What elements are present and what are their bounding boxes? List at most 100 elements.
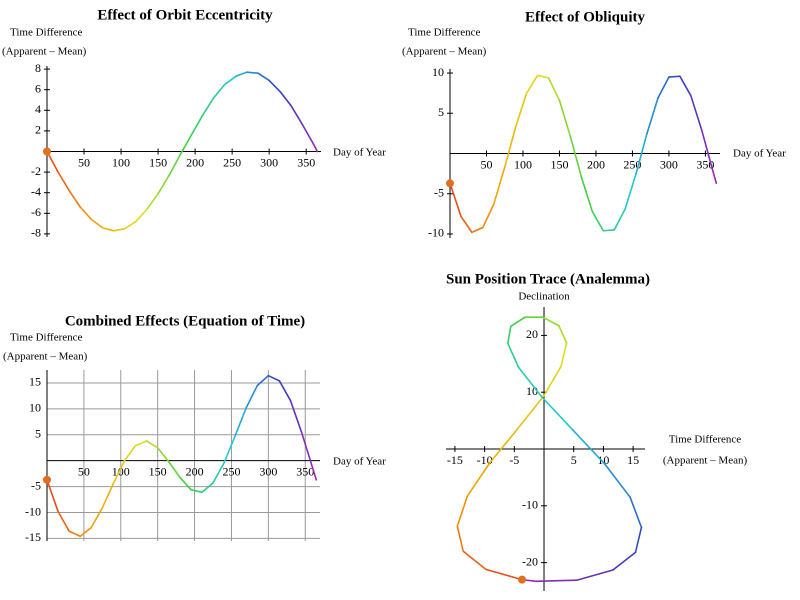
chart-title: Effect of Orbit Eccentricity: [97, 7, 273, 23]
x-tick-label: 300: [260, 155, 278, 169]
curve-segment: [560, 341, 568, 367]
curve-segment: [290, 105, 304, 126]
x-tick-label: 250: [223, 155, 241, 169]
x-tick-label: 5: [571, 453, 577, 467]
x-tick-label: 150: [149, 155, 167, 169]
curve-segment: [558, 324, 568, 344]
axis-label: Day of Year: [333, 456, 386, 468]
y-tick-label: 5: [35, 427, 41, 441]
curve-segment: [167, 460, 181, 479]
curve-segment: [201, 97, 215, 117]
curve-segment: [212, 461, 225, 484]
curve-segment: [268, 79, 282, 93]
curve-segment: [503, 126, 517, 168]
axis-label: (Apparent – Mean): [2, 46, 87, 58]
curve-segment: [525, 74, 539, 94]
x-tick-label: 300: [259, 464, 277, 478]
chart-title: Effect of Obliquity: [525, 9, 645, 25]
curve-segment: [591, 210, 605, 232]
curve-segment: [634, 526, 643, 554]
curve-segment: [580, 176, 594, 213]
y-tick-label: -20: [522, 554, 538, 568]
axis-label: (Apparent – Mean): [402, 46, 487, 58]
curve-segment: [79, 526, 93, 538]
x-tick-label: 50: [78, 155, 90, 169]
x-tick-label: -5: [509, 453, 519, 467]
curve-segment: [456, 525, 465, 553]
curve-segment: [289, 399, 303, 433]
y-tick-label: -4: [31, 184, 41, 198]
curve-segment: [471, 226, 484, 234]
x-tick-label: 200: [186, 155, 204, 169]
curve-segment: [547, 77, 561, 102]
y-tick-label: -10: [522, 498, 538, 512]
curve-segment: [509, 316, 526, 328]
curve-segment: [449, 182, 462, 218]
y-tick-label: -10: [428, 226, 444, 240]
x-tick-label: 100: [514, 157, 532, 171]
axis-label: Time Difference: [408, 27, 481, 39]
x-tick-label: 50: [78, 464, 90, 478]
start-marker: [43, 475, 51, 484]
curve-segment: [134, 440, 148, 447]
x-tick-label: 150: [550, 157, 568, 171]
x-tick-label: 200: [587, 157, 605, 171]
curve-segment: [246, 71, 259, 75]
curve-segment: [668, 75, 681, 78]
curve-segment: [256, 374, 270, 387]
curve-segment: [482, 203, 495, 229]
curve-segment: [312, 143, 319, 153]
axis-label: Time Difference: [10, 27, 83, 39]
y-tick-label: -10: [25, 504, 41, 518]
curve-segment: [456, 495, 469, 528]
curve-segment: [156, 446, 170, 463]
curve-segment: [57, 171, 71, 192]
x-tick-label: 150: [149, 464, 167, 478]
curve-segment: [602, 229, 615, 232]
curve-segment: [190, 488, 203, 494]
curve-segment: [90, 218, 104, 229]
curve-segment: [657, 76, 670, 99]
x-tick-label: -15: [447, 453, 463, 467]
curve-segment: [112, 459, 126, 485]
start-marker: [518, 575, 527, 584]
curve-segment: [517, 394, 545, 430]
y-tick-label: -2: [31, 164, 41, 178]
curve-segment: [575, 569, 614, 582]
y-tick-label: 5: [438, 105, 444, 119]
curve-segment: [123, 444, 137, 462]
curve-segment: [506, 325, 512, 345]
y-tick-label: 15: [29, 375, 41, 389]
curve-segment: [135, 208, 148, 223]
y-tick-label: 4: [35, 102, 41, 116]
x-tick-label: 10: [597, 453, 609, 467]
x-tick-label: 250: [222, 464, 240, 478]
curve-segment: [558, 99, 572, 138]
curve-segment: [485, 568, 523, 581]
axis-label: Time Difference: [10, 332, 83, 344]
curve-segment: [603, 462, 631, 499]
axis-label: Declination: [518, 291, 570, 303]
axis-label: (Apparent – Mean): [3, 351, 88, 363]
start-marker: [43, 147, 51, 156]
curve-segment: [489, 427, 519, 464]
y-tick-label: 10: [29, 401, 41, 415]
curve-segment: [179, 476, 192, 491]
curve-segment: [68, 530, 82, 538]
curve-segment: [168, 153, 182, 176]
curve-segment: [112, 227, 126, 232]
curve-segment: [212, 83, 226, 99]
x-tick-label: 50: [480, 157, 492, 171]
curve-segment: [635, 132, 648, 175]
curve-segment: [301, 123, 315, 146]
x-tick-label: 350: [297, 155, 315, 169]
curve-segment: [223, 435, 236, 464]
axis-label: Day of Year: [733, 148, 786, 160]
curve-segment: [235, 71, 248, 78]
curve-segment: [234, 407, 248, 437]
curve-segment: [101, 482, 115, 509]
x-tick-label: 100: [112, 155, 130, 169]
curve-segment: [300, 431, 314, 469]
curve-segment: [514, 92, 528, 128]
